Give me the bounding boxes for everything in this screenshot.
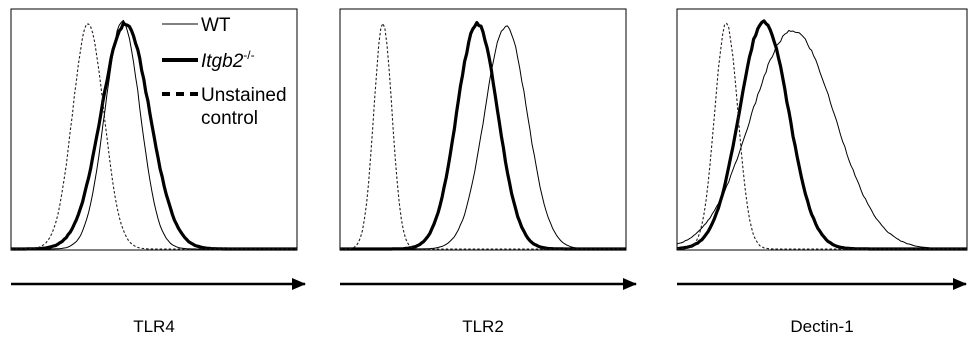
x-axis-label: TLR4 [133, 317, 175, 336]
legend-label-unstained-line2: control [201, 108, 258, 129]
legend-label-unstained-line1: Unstained [201, 85, 287, 106]
legend-label-wt: WT [201, 15, 231, 36]
curve-group [676, 19, 967, 251]
plot-frame [339, 8, 627, 251]
legend-label-itgb2: Itgb2-/- [201, 48, 255, 72]
curve-group [340, 21, 626, 251]
curve-group [11, 19, 297, 251]
panel-tlr2: TLR2 [339, 8, 637, 336]
x-axis-label: TLR2 [462, 317, 504, 336]
histogram-curve-itgb2- [11, 21, 297, 251]
legend: WT Itgb2-/- Unstained control [162, 15, 287, 129]
plot-frame [676, 8, 968, 251]
histogram-curve-itgb2- [676, 19, 967, 251]
histogram-curve-unstained-control [340, 22, 626, 250]
x-axis-label: Dectin-1 [790, 317, 853, 336]
panel-dectin-1: Dectin-1 [676, 8, 968, 336]
panel-tlr4: TLR4 WT Itgb2-/- Unstained control [10, 8, 306, 336]
histogram-curve-unstained-control [676, 22, 967, 250]
